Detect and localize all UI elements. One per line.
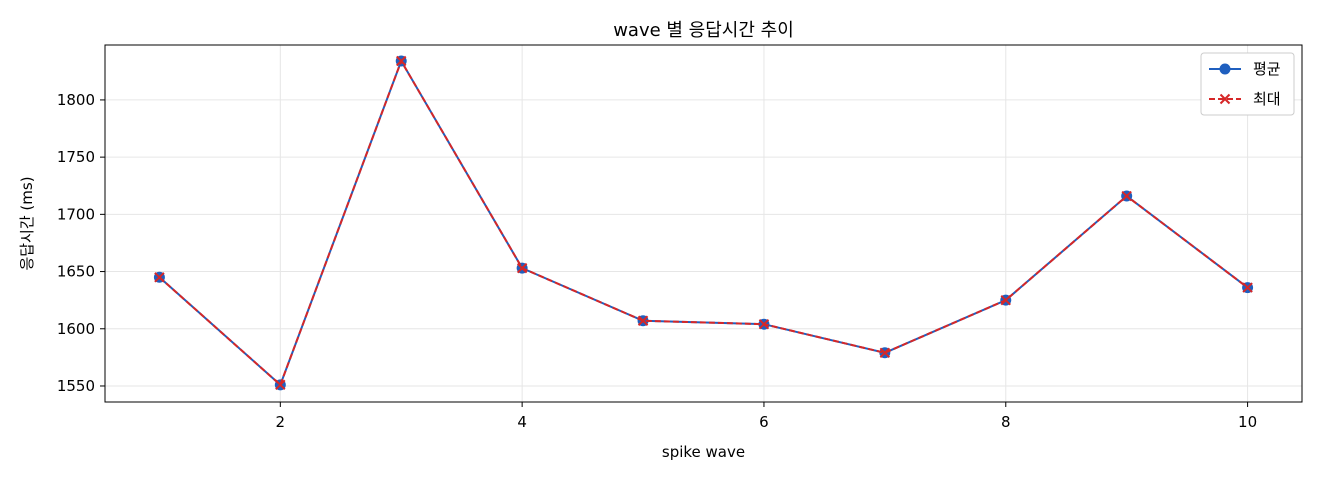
y-tick-label: 1550 <box>57 377 95 395</box>
x-tick-label: 6 <box>759 413 769 431</box>
x-marker-stroke <box>396 55 407 67</box>
legend-item-1: 평균 <box>1209 60 1281 78</box>
series-line <box>158 58 1249 387</box>
legend-item-2: 최대 <box>1209 90 1281 108</box>
x-marker-stroke <box>637 315 649 326</box>
grid <box>105 45 1302 402</box>
x-marker-stroke <box>1242 282 1253 293</box>
x-marker-stroke <box>1121 190 1132 202</box>
data-point <box>758 318 770 330</box>
x-tick-label: 10 <box>1238 413 1257 431</box>
y-tick-label: 1650 <box>57 263 95 281</box>
y-tick-label: 1800 <box>57 91 95 109</box>
data-point <box>154 272 165 283</box>
series-2 <box>154 55 1253 391</box>
legend-label: 평균 <box>1253 60 1281 78</box>
data-point <box>637 315 649 326</box>
y-tick-label: 1600 <box>57 320 95 338</box>
x-marker-stroke <box>1000 294 1011 306</box>
data-point <box>879 347 891 359</box>
chart-title: wave 별 응답시간 추이 <box>613 20 794 41</box>
data-point <box>396 55 407 67</box>
series-layer <box>153 55 1254 391</box>
x-marker-stroke <box>1219 93 1231 105</box>
y-axis-label: 응답시간 (ms) <box>18 176 36 270</box>
x-tick-label: 4 <box>517 413 527 431</box>
x-tick-label: 2 <box>276 413 286 431</box>
x-tick-label: 8 <box>1001 413 1011 431</box>
data-point <box>1121 190 1132 202</box>
x-marker-stroke <box>154 272 165 283</box>
legend-label: 최대 <box>1253 90 1281 108</box>
data-point <box>1242 282 1253 293</box>
axis-ticks: 2 4 6 8 10 1550 1600 1650 1700 1750 1800 <box>57 91 1257 431</box>
y-tick-label: 1750 <box>57 148 95 166</box>
x-axis-label: spike wave <box>662 443 745 461</box>
data-point <box>1000 294 1011 306</box>
x-marker-stroke <box>758 318 770 330</box>
x-marker-stroke <box>879 347 891 359</box>
data-point <box>516 262 528 274</box>
x-marker-stroke <box>275 379 286 391</box>
data-point <box>1219 93 1231 105</box>
data-point <box>275 379 286 391</box>
plot-area-frame <box>104 44 1303 403</box>
x-marker-stroke <box>516 262 528 274</box>
data-point <box>1219 63 1231 75</box>
y-tick-label: 1700 <box>57 205 95 223</box>
